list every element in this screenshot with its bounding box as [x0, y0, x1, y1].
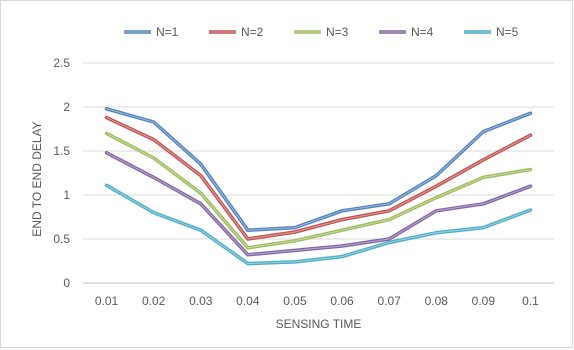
series-line-highlight	[106, 117, 531, 240]
y-tick-label: 1.5	[53, 144, 70, 158]
x-tick-label: 0.02	[142, 294, 166, 308]
gridlines	[83, 62, 554, 240]
y-tick-label: 2	[63, 100, 70, 114]
x-tick-label: 0.05	[283, 294, 307, 308]
legend-item: N=4	[379, 25, 434, 39]
legend-label: N=1	[156, 25, 179, 39]
legend-label: N=3	[326, 25, 349, 39]
series-line-n2	[104, 115, 533, 241]
series-line-n4	[104, 151, 533, 257]
series-line-highlight	[106, 152, 531, 256]
y-axis-title: END TO END DELAY	[30, 121, 44, 236]
x-tick-label: 0.01	[95, 294, 119, 308]
legend-item: N=2	[209, 25, 264, 39]
y-tick-label: 1	[63, 188, 70, 202]
legend-item: N=5	[464, 25, 519, 39]
x-tick-label: 0.07	[377, 294, 401, 308]
series-line-n3	[104, 131, 533, 250]
legend: N=1 N=2 N=3 N=4 N=5	[124, 25, 519, 39]
x-tick-label: 0.09	[472, 294, 496, 308]
series-line-highlight	[106, 108, 531, 231]
axes: 0 0.5 1 1.5 2 2.5 0.01 0.02 0.03 0.04 0.05 0.06 0.07…	[53, 56, 554, 308]
legend-item: N=3	[294, 25, 349, 39]
y-tick-label: 2.5	[53, 56, 70, 70]
series-line-highlight	[106, 184, 531, 265]
series-lines	[104, 107, 533, 266]
y-tick-label: 0.5	[53, 232, 70, 246]
y-tick-label: 0	[63, 276, 70, 290]
legend-label: N=2	[241, 25, 264, 39]
x-tick-label: 0.06	[330, 294, 354, 308]
series-line-highlight	[106, 132, 531, 249]
series-line-n5	[104, 183, 533, 266]
legend-label: N=4	[411, 25, 434, 39]
legend-item: N=1	[124, 25, 179, 39]
x-tick-label: 0.1	[522, 294, 539, 308]
series-line-n1	[104, 107, 533, 232]
legend-label: N=5	[496, 25, 519, 39]
x-tick-label: 0.03	[189, 294, 213, 308]
x-tick-label: 0.08	[425, 294, 449, 308]
x-tick-label: 0.04	[236, 294, 260, 308]
x-axis-title: SENSING TIME	[276, 317, 362, 331]
